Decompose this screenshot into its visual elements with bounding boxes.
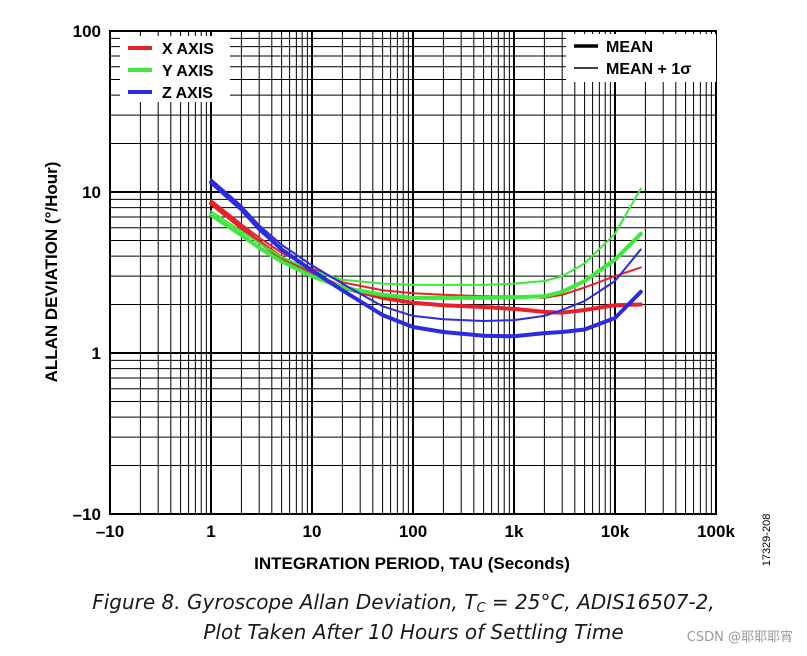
legend-label-x-axis: X AXIS [162,41,214,58]
watermark: CSDN @耶耶耶宵 [686,630,793,645]
x-tick-label: 1k [505,522,524,541]
legend-label-mean: MEAN [606,39,653,56]
figure-caption-line-1: Figure 8. Gyroscope Allan Deviation, TC … [0,590,807,616]
y-tick-label: 10 [82,183,101,202]
y-tick-label: 100 [73,22,101,41]
figure-caption-line-2: Plot Taken After 10 Hours of Settling Ti… [203,620,624,644]
series-z-axis-mean-1 [210,178,642,322]
legend-axes: X AXIS Y AXIS Z AXIS [120,36,230,102]
legend-label-z-axis: Z AXIS [162,85,213,102]
legend-label-mean-1sigma: MEAN + 1σ [606,61,691,78]
series-z-axis-mean [209,180,643,339]
grid [110,31,716,514]
series-y-axis-mean-1 [210,187,642,286]
x-tick-label: –10 [96,522,124,541]
allan-deviation-chart: –10 1 10 100 1k 10k 100k 100 10 1 –10 INTEGRATION… [42,22,773,573]
figure-id: 17329-208 [761,514,773,567]
x-tick-label: 10k [601,522,630,541]
y-tick-label: –10 [73,505,101,524]
y-tick-labels: 100 10 1 –10 [73,22,101,524]
caption-prefix: Figure 8. Gyroscope Allan Deviation, T [92,590,477,614]
x-axis-label: INTEGRATION PERIOD, TAU (Seconds) [254,554,570,573]
legend-styles: MEAN MEAN + 1σ [566,34,716,82]
x-tick-labels: –10 1 10 100 1k 10k 100k [96,522,736,541]
caption-suffix: = 25°C, ADIS16507-2, [485,590,715,614]
y-tick-label: 1 [92,344,101,363]
x-tick-label: 100k [697,522,735,541]
x-tick-label: 100 [399,522,427,541]
plot-frame [109,30,717,515]
caption-subscript: C [476,601,486,616]
series-x-axis-mean-1 [210,199,642,299]
series-y-axis-mean [209,213,643,300]
y-axis-label: ALLAN DEVIATION (°/Hour) [42,162,61,383]
series-layer [209,178,643,339]
legend-label-y-axis: Y AXIS [162,63,214,80]
x-tick-label: 10 [303,522,322,541]
x-tick-label: 1 [206,522,215,541]
